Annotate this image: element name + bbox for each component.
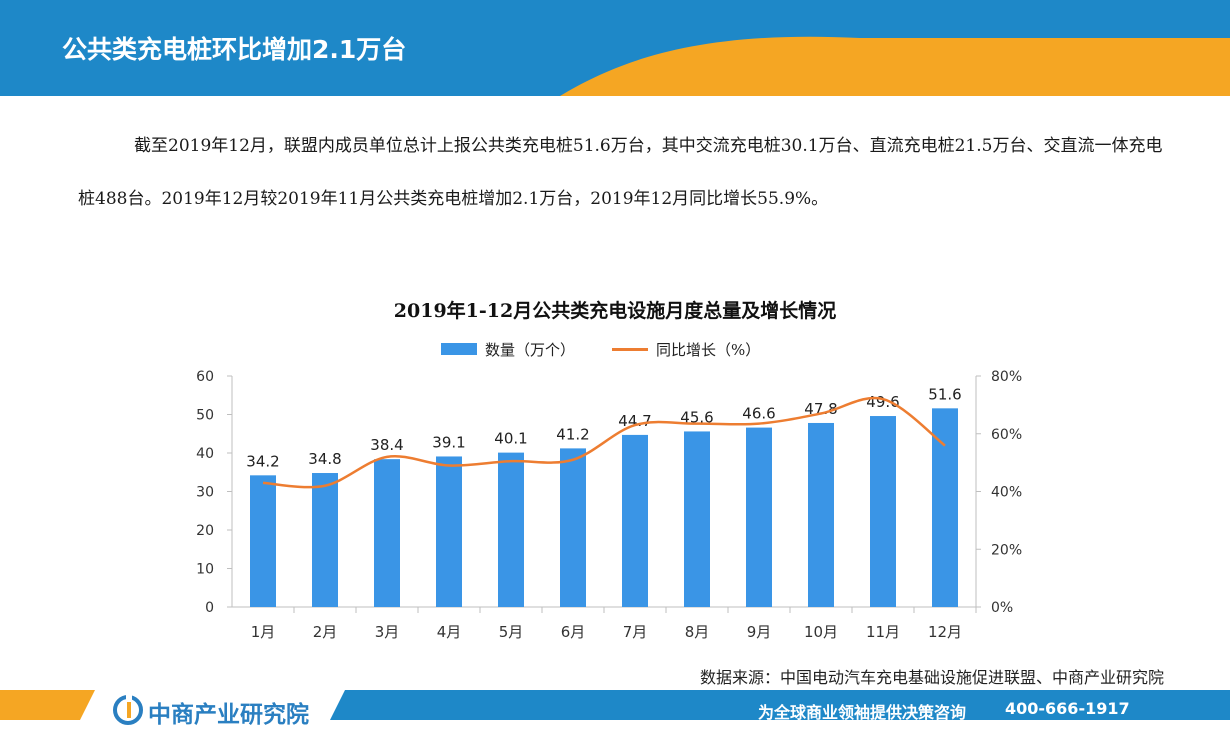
bar (374, 459, 400, 607)
data-label: 47.8 (804, 400, 837, 418)
chart-legend: 数量（万个） 同比增长（%） (0, 338, 1230, 360)
legend-bar-label: 数量（万个） (485, 340, 576, 359)
body-paragraph: 截至2019年12月，联盟内成员单位总计上报公共类充电桩51.6万台，其中交流充… (78, 136, 1163, 209)
y-right-tick-label: 80% (991, 369, 1022, 385)
y-left-tick-label: 30 (196, 485, 214, 501)
page-title: 公共类充电桩环比增加2.1万台 (62, 35, 407, 64)
bar (932, 408, 958, 607)
footer-phone: 400-666-1917 (1005, 699, 1130, 718)
y-left-tick-label: 50 (196, 408, 214, 424)
x-tick-label: 5月 (499, 623, 524, 641)
bar (436, 456, 462, 607)
bar (312, 473, 338, 607)
data-label: 38.4 (370, 436, 403, 454)
bar (746, 427, 772, 607)
brand-logo-icon (113, 695, 143, 725)
x-tick-label: 12月 (928, 623, 962, 641)
legend-bar-swatch (441, 343, 477, 355)
x-tick-label: 7月 (623, 623, 648, 641)
x-tick-label: 2月 (313, 623, 338, 641)
x-tick-label: 8月 (685, 623, 710, 641)
legend-item-bar: 数量（万个） (441, 338, 575, 360)
bar (870, 416, 896, 607)
legend-line-label: 同比增长（%） (656, 340, 761, 359)
data-label: 39.1 (432, 433, 465, 451)
data-label: 40.1 (494, 430, 527, 448)
data-label: 41.2 (556, 425, 589, 443)
x-tick-label: 9月 (747, 623, 772, 641)
chart-title: 2019年1-12月公共类充电设施月度总量及增长情况 (393, 300, 837, 322)
footer-slogan: 为全球商业领袖提供决策咨询 (758, 703, 967, 722)
y-right-tick-label: 40% (991, 485, 1022, 501)
data-label: 34.8 (308, 450, 341, 468)
x-tick-label: 1月 (251, 623, 276, 641)
data-label: 45.6 (680, 408, 713, 426)
y-right-tick-label: 20% (991, 542, 1022, 558)
footer-logo-text: 中商产业研究院 (148, 702, 309, 728)
bar (560, 448, 586, 607)
x-tick-label: 11月 (866, 623, 900, 641)
x-tick-label: 3月 (375, 623, 400, 641)
y-left-tick-label: 0 (205, 600, 214, 616)
legend-line-swatch (612, 347, 648, 351)
data-label: 46.6 (742, 405, 775, 423)
y-left-tick-label: 60 (196, 369, 214, 385)
x-tick-label: 4月 (437, 623, 462, 641)
y-right-tick-label: 60% (991, 427, 1022, 443)
bar (622, 434, 648, 607)
growth-line (262, 396, 946, 489)
bar (498, 452, 524, 607)
data-source: 数据来源：中国电动汽车充电基础设施促进联盟、中商产业研究院 (699, 668, 1164, 687)
footer-band (0, 690, 1230, 731)
bar (684, 431, 710, 607)
data-label: 51.6 (928, 385, 961, 403)
y-left-tick-label: 40 (196, 446, 214, 462)
data-label: 44.7 (618, 412, 651, 430)
x-tick-label: 6月 (561, 623, 586, 641)
bar (808, 422, 834, 607)
data-label: 34.2 (246, 452, 279, 470)
y-right-tick-label: 0% (991, 600, 1013, 616)
header-band (0, 0, 1230, 96)
x-tick-label: 10月 (804, 623, 838, 641)
y-left-tick-label: 20 (196, 523, 214, 539)
y-left-tick-label: 10 (196, 562, 214, 578)
bar (250, 475, 276, 607)
data-label: 49.6 (866, 393, 899, 411)
legend-item-line: 同比增长（%） (612, 338, 760, 360)
